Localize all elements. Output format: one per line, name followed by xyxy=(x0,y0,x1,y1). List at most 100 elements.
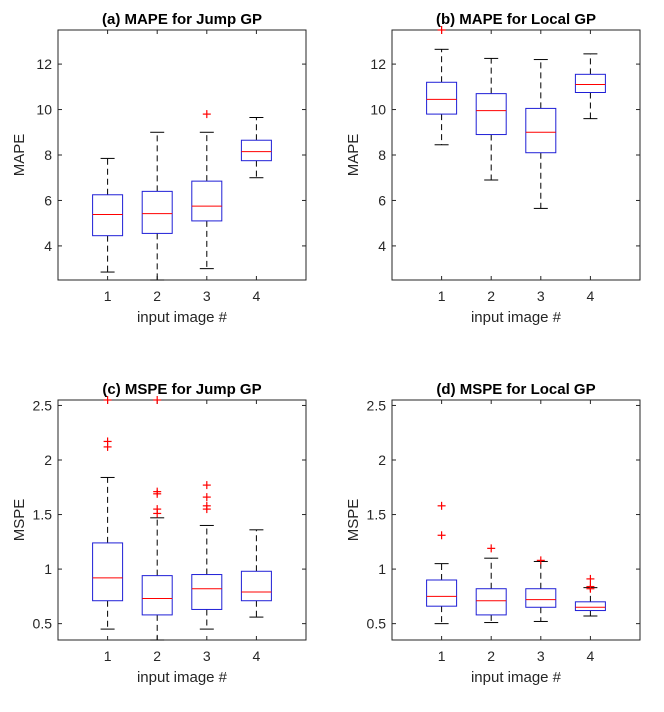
x-tick-label: 3 xyxy=(537,288,545,304)
box-4 xyxy=(240,117,272,179)
box-3 xyxy=(525,59,557,209)
y-tick-label: 8 xyxy=(44,147,52,163)
box-iqr xyxy=(525,107,557,154)
x-tick-label: 2 xyxy=(153,648,161,664)
y-tick-label: 12 xyxy=(370,56,386,72)
plot-frame xyxy=(391,399,641,641)
chart-panel-4: 0.5 1 1.5 2 2.5 1 2 3 4 (d) MSPE for Local GP inpu… xyxy=(345,381,641,686)
x-axis-label: input image # xyxy=(471,309,562,326)
box-1 xyxy=(92,396,124,630)
box-4 xyxy=(574,574,606,617)
outlier-marker xyxy=(153,487,162,496)
x-tick-label: 3 xyxy=(203,288,211,304)
y-tick-label: 6 xyxy=(378,192,386,208)
box-iqr xyxy=(240,139,272,162)
y-tick-label: 2.5 xyxy=(367,397,387,413)
box-iqr xyxy=(426,81,458,115)
box-iqr xyxy=(92,194,124,237)
y-tick-label: 2 xyxy=(378,452,386,468)
y-tick-label: 10 xyxy=(36,102,52,118)
x-tick-label: 2 xyxy=(487,648,495,664)
outlier-marker xyxy=(586,582,595,591)
plot-frame xyxy=(391,29,641,281)
x-axis-label: input image # xyxy=(471,669,562,686)
outlier-marker xyxy=(103,396,112,404)
y-tick-label: 1 xyxy=(378,561,386,577)
box-iqr xyxy=(141,190,173,234)
chart-title: (a) MAPE for Jump GP xyxy=(102,11,262,28)
y-axis-label: MSPE xyxy=(11,499,28,542)
x-tick-label: 4 xyxy=(587,648,595,664)
box-3 xyxy=(525,556,557,622)
outlier-marker xyxy=(437,26,446,34)
box-iqr xyxy=(475,588,507,616)
plot-frame xyxy=(57,29,307,281)
outlier-marker xyxy=(103,437,112,446)
x-tick-label: 4 xyxy=(587,288,595,304)
chart-title: (b) MAPE for Local GP xyxy=(436,11,596,28)
box-3 xyxy=(191,481,223,630)
x-tick-label: 2 xyxy=(487,288,495,304)
outlier-marker xyxy=(202,110,211,119)
chart-title: (c) MSPE for Jump GP xyxy=(102,381,261,398)
box-iqr xyxy=(191,574,223,610)
outlier-marker xyxy=(202,493,211,502)
box-iqr xyxy=(191,180,223,222)
y-axis-label: MAPE xyxy=(345,134,362,177)
box-iqr xyxy=(240,570,272,602)
outlier-marker xyxy=(586,574,595,583)
x-axis-label: input image # xyxy=(137,669,228,686)
outlier-marker xyxy=(153,505,162,514)
y-tick-label: 1 xyxy=(44,561,52,577)
y-tick-label: 12 xyxy=(36,56,52,72)
box-iqr xyxy=(141,575,173,616)
box-iqr xyxy=(574,601,606,612)
box-iqr xyxy=(92,542,124,602)
outlier-marker xyxy=(437,531,446,540)
y-tick-label: 10 xyxy=(370,102,386,118)
y-tick-label: 1.5 xyxy=(367,507,387,523)
outlier-marker xyxy=(536,556,545,565)
y-tick-label: 4 xyxy=(378,238,386,254)
box-1 xyxy=(426,26,458,146)
outlier-marker xyxy=(202,501,211,510)
y-tick-label: 0.5 xyxy=(367,616,387,632)
y-tick-label: 0.5 xyxy=(33,616,53,632)
box-2 xyxy=(141,131,173,281)
box-iqr xyxy=(475,93,507,136)
outlier-marker xyxy=(487,544,496,553)
box-iqr xyxy=(574,73,606,94)
y-tick-label: 8 xyxy=(378,147,386,163)
x-axis-label: input image # xyxy=(137,309,228,326)
box-iqr xyxy=(525,588,557,608)
x-tick-label: 4 xyxy=(253,648,261,664)
chart-title: (d) MSPE for Local GP xyxy=(436,381,595,398)
box-iqr xyxy=(426,579,458,607)
y-axis-label: MAPE xyxy=(11,134,28,177)
y-tick-label: 2 xyxy=(44,452,52,468)
x-tick-label: 3 xyxy=(537,648,545,664)
outlier-marker xyxy=(153,396,162,404)
box-4 xyxy=(240,529,272,618)
plot-frame xyxy=(57,399,307,641)
chart-panel-3: 0.5 1 1.5 2 2.5 1 2 3 4 (c) MSPE for Jump GP input… xyxy=(11,381,307,686)
y-axis-label: MSPE xyxy=(345,499,362,542)
y-tick-label: 6 xyxy=(44,192,52,208)
outlier-marker xyxy=(202,481,211,490)
box-2 xyxy=(475,544,507,624)
x-tick-label: 4 xyxy=(253,288,261,304)
x-tick-label: 1 xyxy=(104,288,112,304)
y-tick-label: 1.5 xyxy=(33,507,53,523)
x-tick-label: 2 xyxy=(153,288,161,304)
y-tick-label: 4 xyxy=(44,238,52,254)
box-2 xyxy=(475,57,507,181)
box-1 xyxy=(92,157,124,273)
outlier-marker xyxy=(437,501,446,510)
box-1 xyxy=(426,501,458,625)
x-tick-label: 1 xyxy=(104,648,112,664)
box-2 xyxy=(141,396,173,641)
x-tick-label: 1 xyxy=(438,288,446,304)
